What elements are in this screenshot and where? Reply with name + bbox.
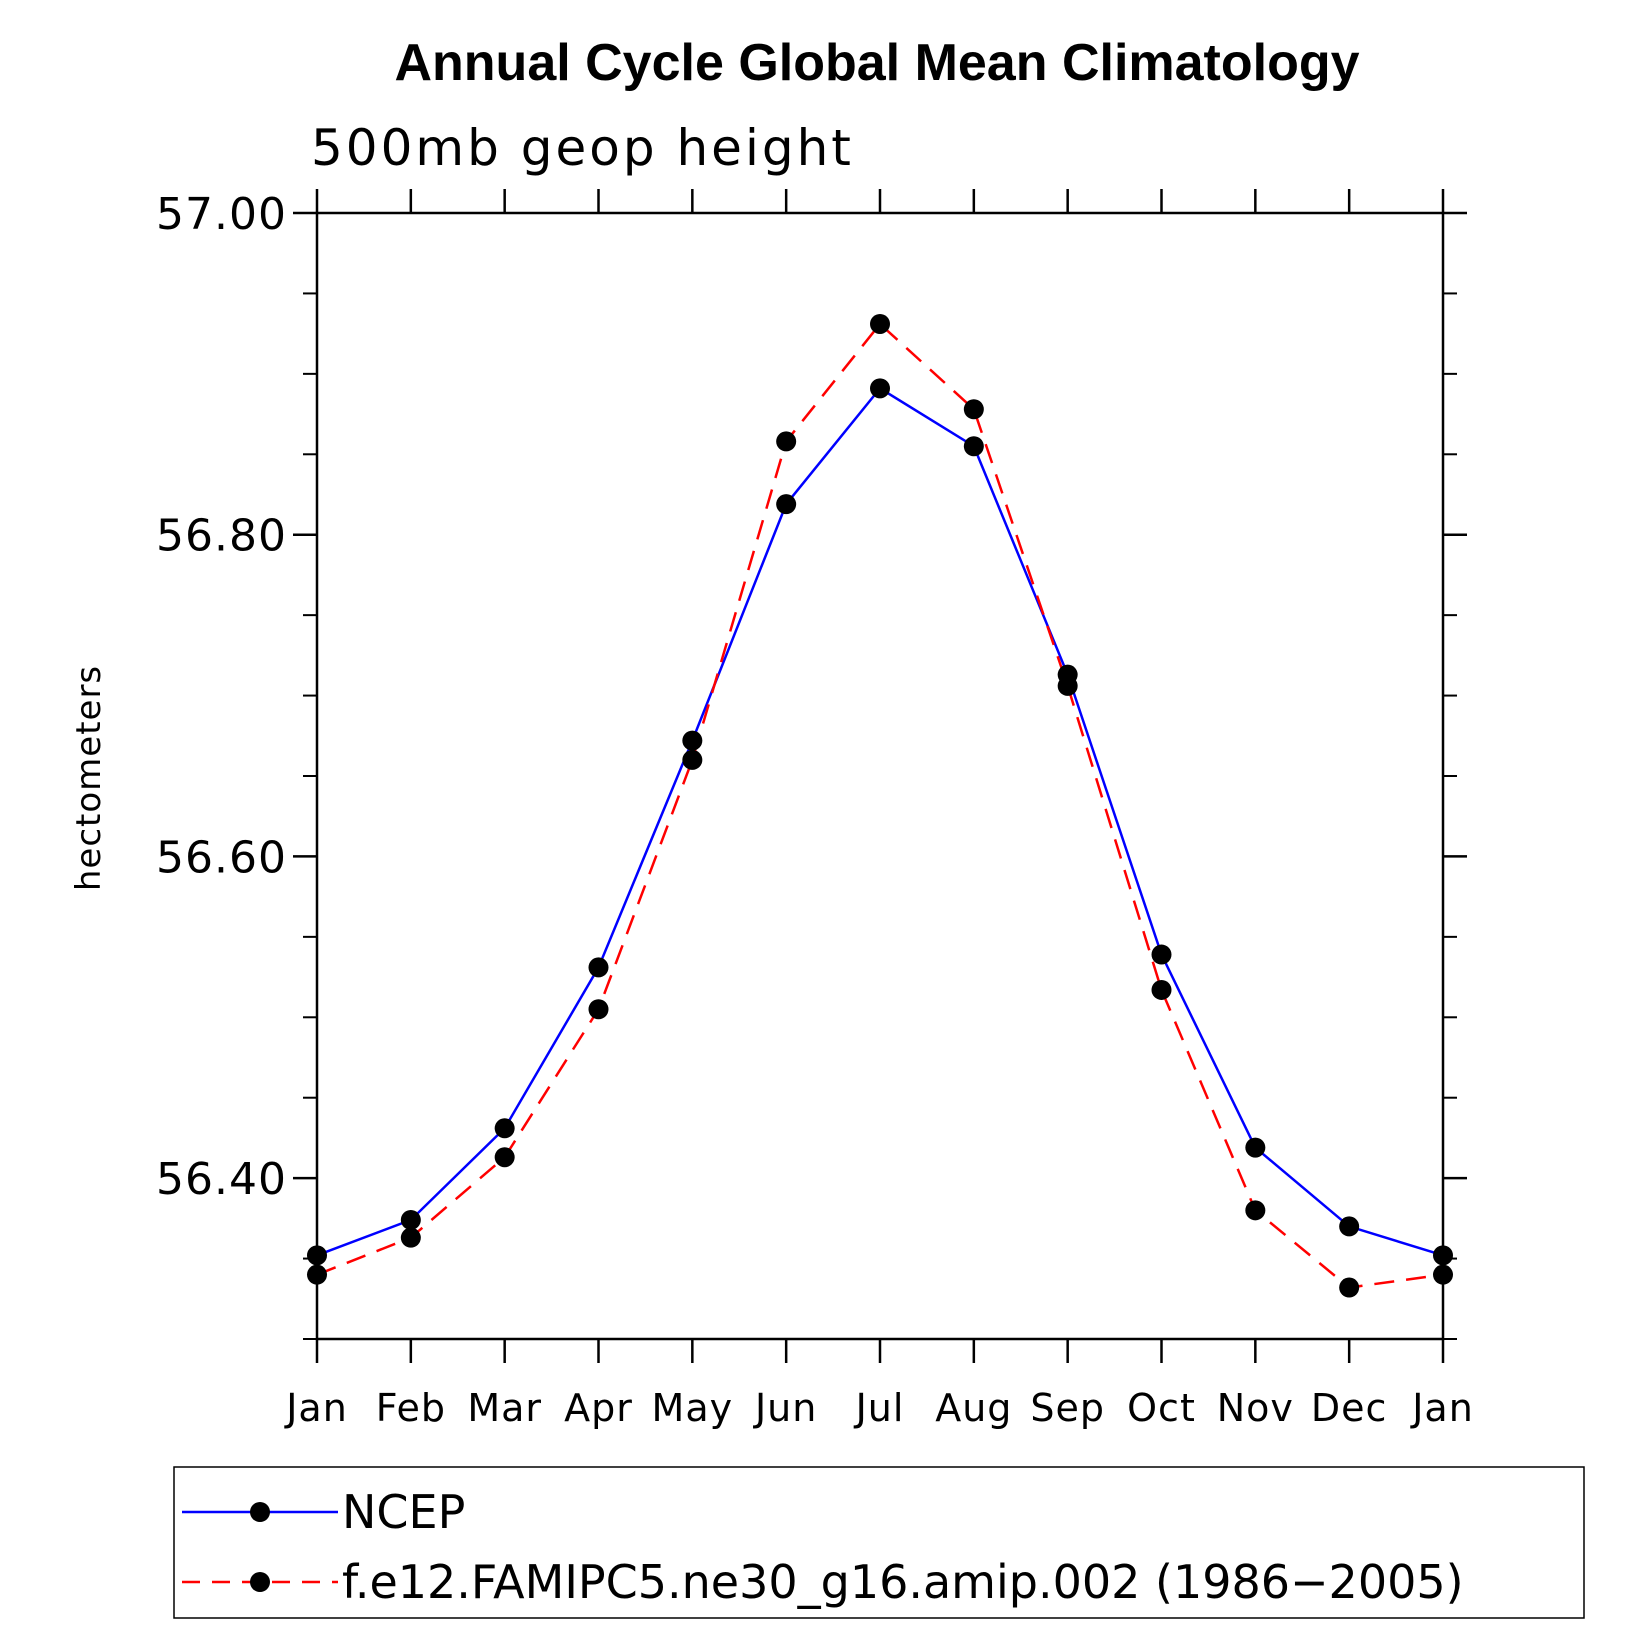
- x-tick-label: Mar: [467, 1386, 542, 1430]
- y-tick-label: 56.80: [156, 511, 287, 562]
- axes: 56.40 56.60 56.80 57.00 Jan Feb Mar Apr May Jun Ju…: [156, 189, 1474, 1430]
- series-1-point: [400, 1227, 421, 1248]
- series-0-point: [1151, 944, 1172, 965]
- series-0-point: [588, 957, 609, 978]
- x-tick-label: Dec: [1311, 1386, 1388, 1430]
- series-1-point: [1433, 1264, 1453, 1285]
- series-1-point: [682, 749, 703, 770]
- y-tick-label: 57.00: [156, 189, 287, 240]
- series-0-point: [682, 730, 703, 751]
- series-0-point: [307, 1245, 327, 1266]
- series-1-point: [1151, 979, 1172, 1000]
- x-tick-label: Jan: [284, 1386, 348, 1430]
- x-tick-label: Jun: [753, 1386, 817, 1430]
- legend-marker-model: [250, 1572, 270, 1592]
- series-0-point: [494, 1118, 515, 1139]
- series-1-point: [1339, 1277, 1360, 1298]
- x-tick-label: Feb: [376, 1386, 446, 1430]
- legend-label-model: f.e12.FAMIPC5.ne30_g16.amip.002 (1986−20…: [342, 1555, 1464, 1609]
- legend-box: [173, 1466, 1585, 1619]
- series-1-point: [307, 1264, 327, 1285]
- x-tick-label: Nov: [1217, 1386, 1294, 1430]
- chart-title: Annual Cycle Global Mean Climatology: [394, 34, 1359, 92]
- series-0-point: [776, 494, 797, 515]
- x-tick-label: Jul: [854, 1386, 905, 1430]
- series-line-0: [316, 386, 1444, 1257]
- series-1-point: [963, 399, 984, 420]
- x-tick-label: Oct: [1127, 1386, 1196, 1430]
- series-layer: [307, 313, 1453, 1298]
- series-1-point: [776, 431, 797, 452]
- legend: NCEP f.e12.FAMIPC5.ne30_g16.amip.002 (19…: [173, 1466, 1585, 1619]
- y-axis-label: hectometers: [69, 665, 109, 891]
- series-line-1: [316, 322, 1444, 1289]
- x-tick-label: Jan: [1410, 1386, 1474, 1430]
- x-tick-label: Apr: [564, 1386, 633, 1430]
- y-tick-label: 56.60: [156, 832, 287, 883]
- chart-subtitle: 500mb geop height: [311, 119, 854, 177]
- x-tick-label: Aug: [935, 1386, 1012, 1430]
- series-1-point: [1057, 675, 1078, 696]
- series-0-point: [1433, 1245, 1453, 1266]
- x-tick-label: Sep: [1030, 1386, 1105, 1430]
- y-tick-label: 56.40: [156, 1154, 287, 1205]
- legend-label-ncep: NCEP: [342, 1485, 465, 1539]
- series-1-point: [1245, 1200, 1266, 1221]
- legend-marker-ncep: [250, 1502, 270, 1522]
- series-0-point: [870, 378, 890, 399]
- series-1-point: [588, 999, 609, 1020]
- x-tick-label: May: [652, 1386, 734, 1430]
- series-0-point: [963, 436, 984, 457]
- series-0-point: [1245, 1137, 1266, 1158]
- series-0-point: [400, 1209, 421, 1230]
- series-1-point: [494, 1147, 515, 1168]
- series-0-point: [1339, 1216, 1360, 1237]
- series-1-point: [870, 313, 890, 334]
